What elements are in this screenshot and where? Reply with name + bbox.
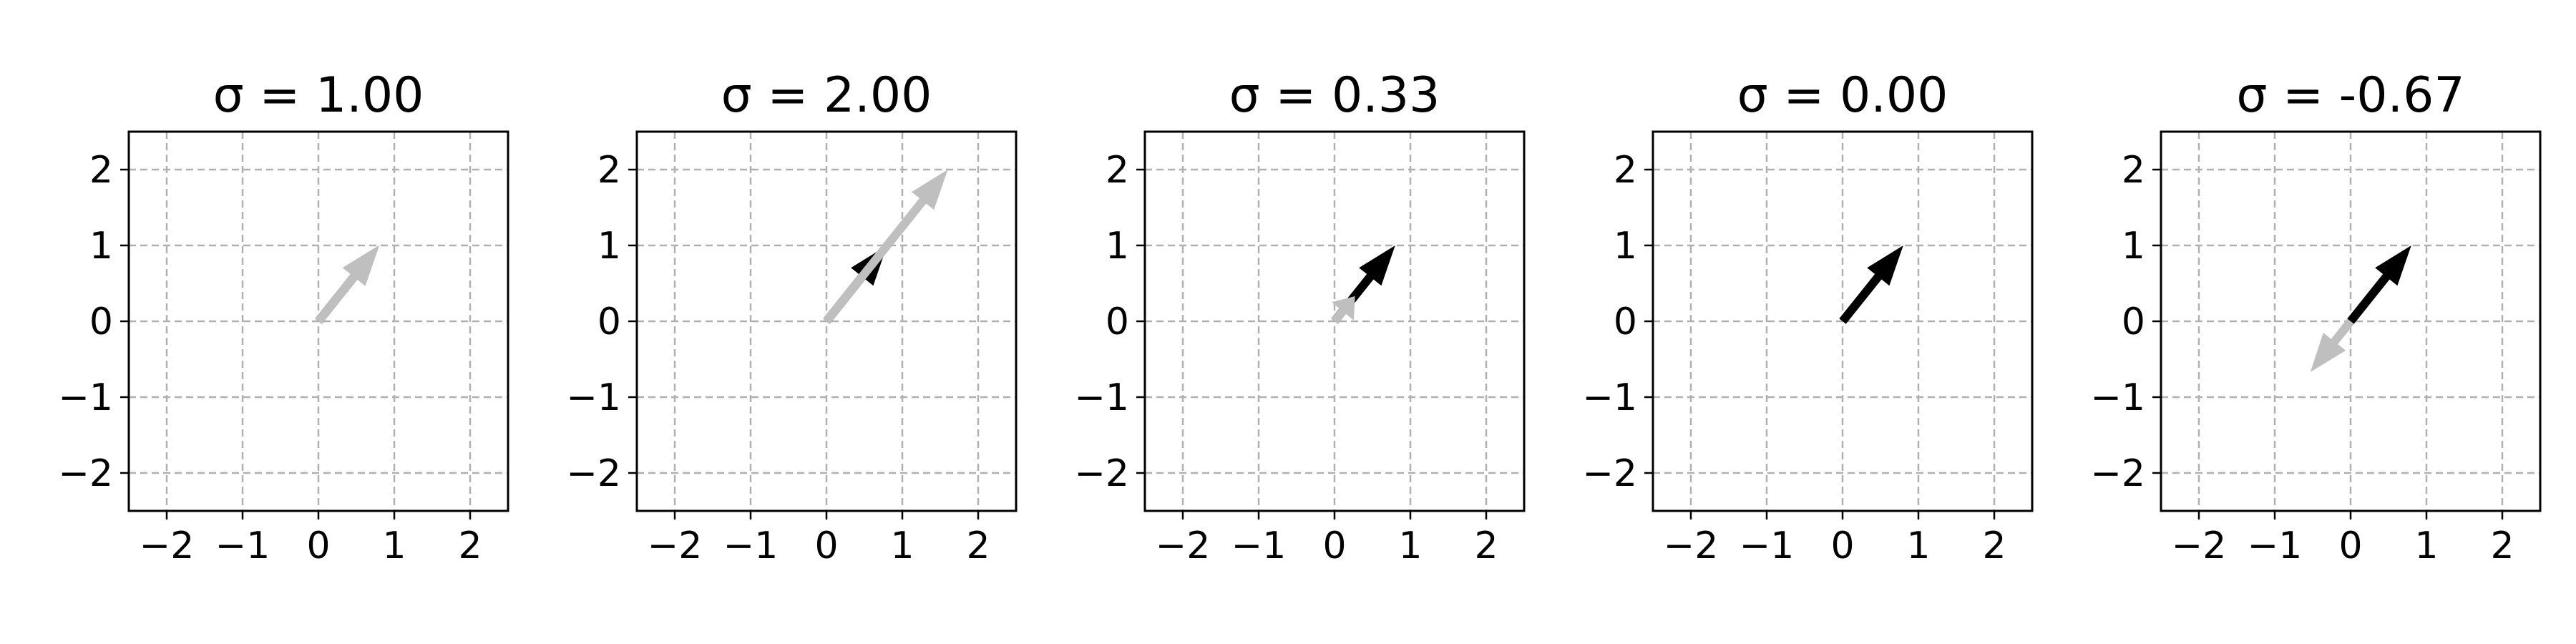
panel-title: σ = 0.00 <box>1737 67 1948 124</box>
y-tick-label: −1 <box>566 376 621 419</box>
y-tick-label: 0 <box>1106 301 1129 343</box>
y-tick-label: 0 <box>2122 301 2145 343</box>
x-tick-label: 1 <box>2414 525 2438 567</box>
scaled-vector-arrow <box>823 170 948 324</box>
panel-1: σ = 1.00 −2 −1 0 1 2 −2 −1 0 1 2 <box>58 67 509 567</box>
panel-title: σ = 0.33 <box>1229 67 1440 124</box>
y-tick-label: −1 <box>1074 376 1129 419</box>
y-tick-label: 1 <box>1614 225 1637 268</box>
y-tick-label: 2 <box>2122 149 2145 192</box>
axes-frame <box>635 130 1018 512</box>
y-tick-label: −1 <box>58 376 113 419</box>
x-tick-label: 0 <box>1322 525 1346 567</box>
y-tick-label: 2 <box>89 149 113 192</box>
axes-frame <box>1143 130 1526 512</box>
y-tick-label: −2 <box>566 452 621 495</box>
panel-title: σ = -0.67 <box>2236 67 2464 124</box>
x-tick-label: 1 <box>382 525 406 567</box>
panel-title: σ = 2.00 <box>721 67 932 124</box>
y-tick-label: −2 <box>2090 452 2145 495</box>
panel-2: σ = 2.00 −2 −1 0 1 2 −2 −1 0 1 2 <box>566 67 1018 567</box>
y-tick-label: 1 <box>1106 225 1129 268</box>
x-tick-label: −1 <box>1231 525 1287 567</box>
panel-3: σ = 0.33 −2 −1 0 1 2 −2 −1 0 1 2 <box>1074 67 1526 567</box>
x-tick-label: 0 <box>306 525 330 567</box>
y-tick-label: 2 <box>1614 149 1637 192</box>
x-tick-label: −2 <box>648 525 703 567</box>
x-tick-label: −1 <box>723 525 779 567</box>
x-tick-label: 1 <box>1398 525 1422 567</box>
axes-frame <box>2160 130 2542 512</box>
x-tick-label: 1 <box>1906 525 1930 567</box>
x-tick-label: 1 <box>890 525 914 567</box>
x-tick-label: 0 <box>814 525 838 567</box>
scaled-vector-arrow <box>1331 296 1355 324</box>
x-tick-label: −2 <box>1664 525 1719 567</box>
y-tick-label: 0 <box>1614 301 1637 343</box>
panel-title: σ = 1.00 <box>213 67 424 124</box>
x-tick-label: 0 <box>1830 525 1854 567</box>
y-tick-label: −1 <box>2090 376 2145 419</box>
x-tick-label: −1 <box>2248 525 2303 567</box>
scaled-vector-arrow <box>2310 318 2354 372</box>
y-tick-label: −1 <box>1582 376 1637 419</box>
x-tick-label: 2 <box>2490 525 2514 567</box>
y-tick-label: 2 <box>597 149 621 192</box>
y-tick-label: 2 <box>1106 149 1129 192</box>
original-vector-arrow <box>2347 245 2411 324</box>
x-tick-label: −2 <box>140 525 195 567</box>
x-tick-label: −1 <box>215 525 270 567</box>
x-tick-label: −1 <box>1740 525 1795 567</box>
original-vector-arrow <box>1839 245 1903 324</box>
y-tick-label: 1 <box>89 225 113 268</box>
y-tick-label: −2 <box>1582 452 1637 495</box>
x-tick-label: 2 <box>1474 525 1498 567</box>
x-tick-label: 2 <box>1982 525 2006 567</box>
x-tick-label: −2 <box>2172 525 2227 567</box>
axes-frame <box>1652 130 2034 512</box>
x-tick-label: 2 <box>458 525 482 567</box>
scaled-vector-arrow <box>315 245 379 324</box>
y-tick-label: 1 <box>2122 225 2145 268</box>
x-tick-label: −2 <box>1156 525 1211 567</box>
y-tick-label: −2 <box>58 452 113 495</box>
panel-5: σ = -0.67 −2 −1 0 1 2 −2 −1 0 1 2 <box>2090 67 2542 567</box>
y-tick-label: 0 <box>89 301 113 343</box>
y-tick-label: −2 <box>1074 452 1129 495</box>
y-tick-label: 0 <box>597 301 621 343</box>
panel-4: σ = 0.00 −2 −1 0 1 2 −2 −1 0 1 2 <box>1582 67 2034 567</box>
axes-frame <box>127 130 509 512</box>
x-tick-label: 0 <box>2338 525 2362 567</box>
y-tick-label: 1 <box>597 225 621 268</box>
x-tick-label: 2 <box>966 525 990 567</box>
